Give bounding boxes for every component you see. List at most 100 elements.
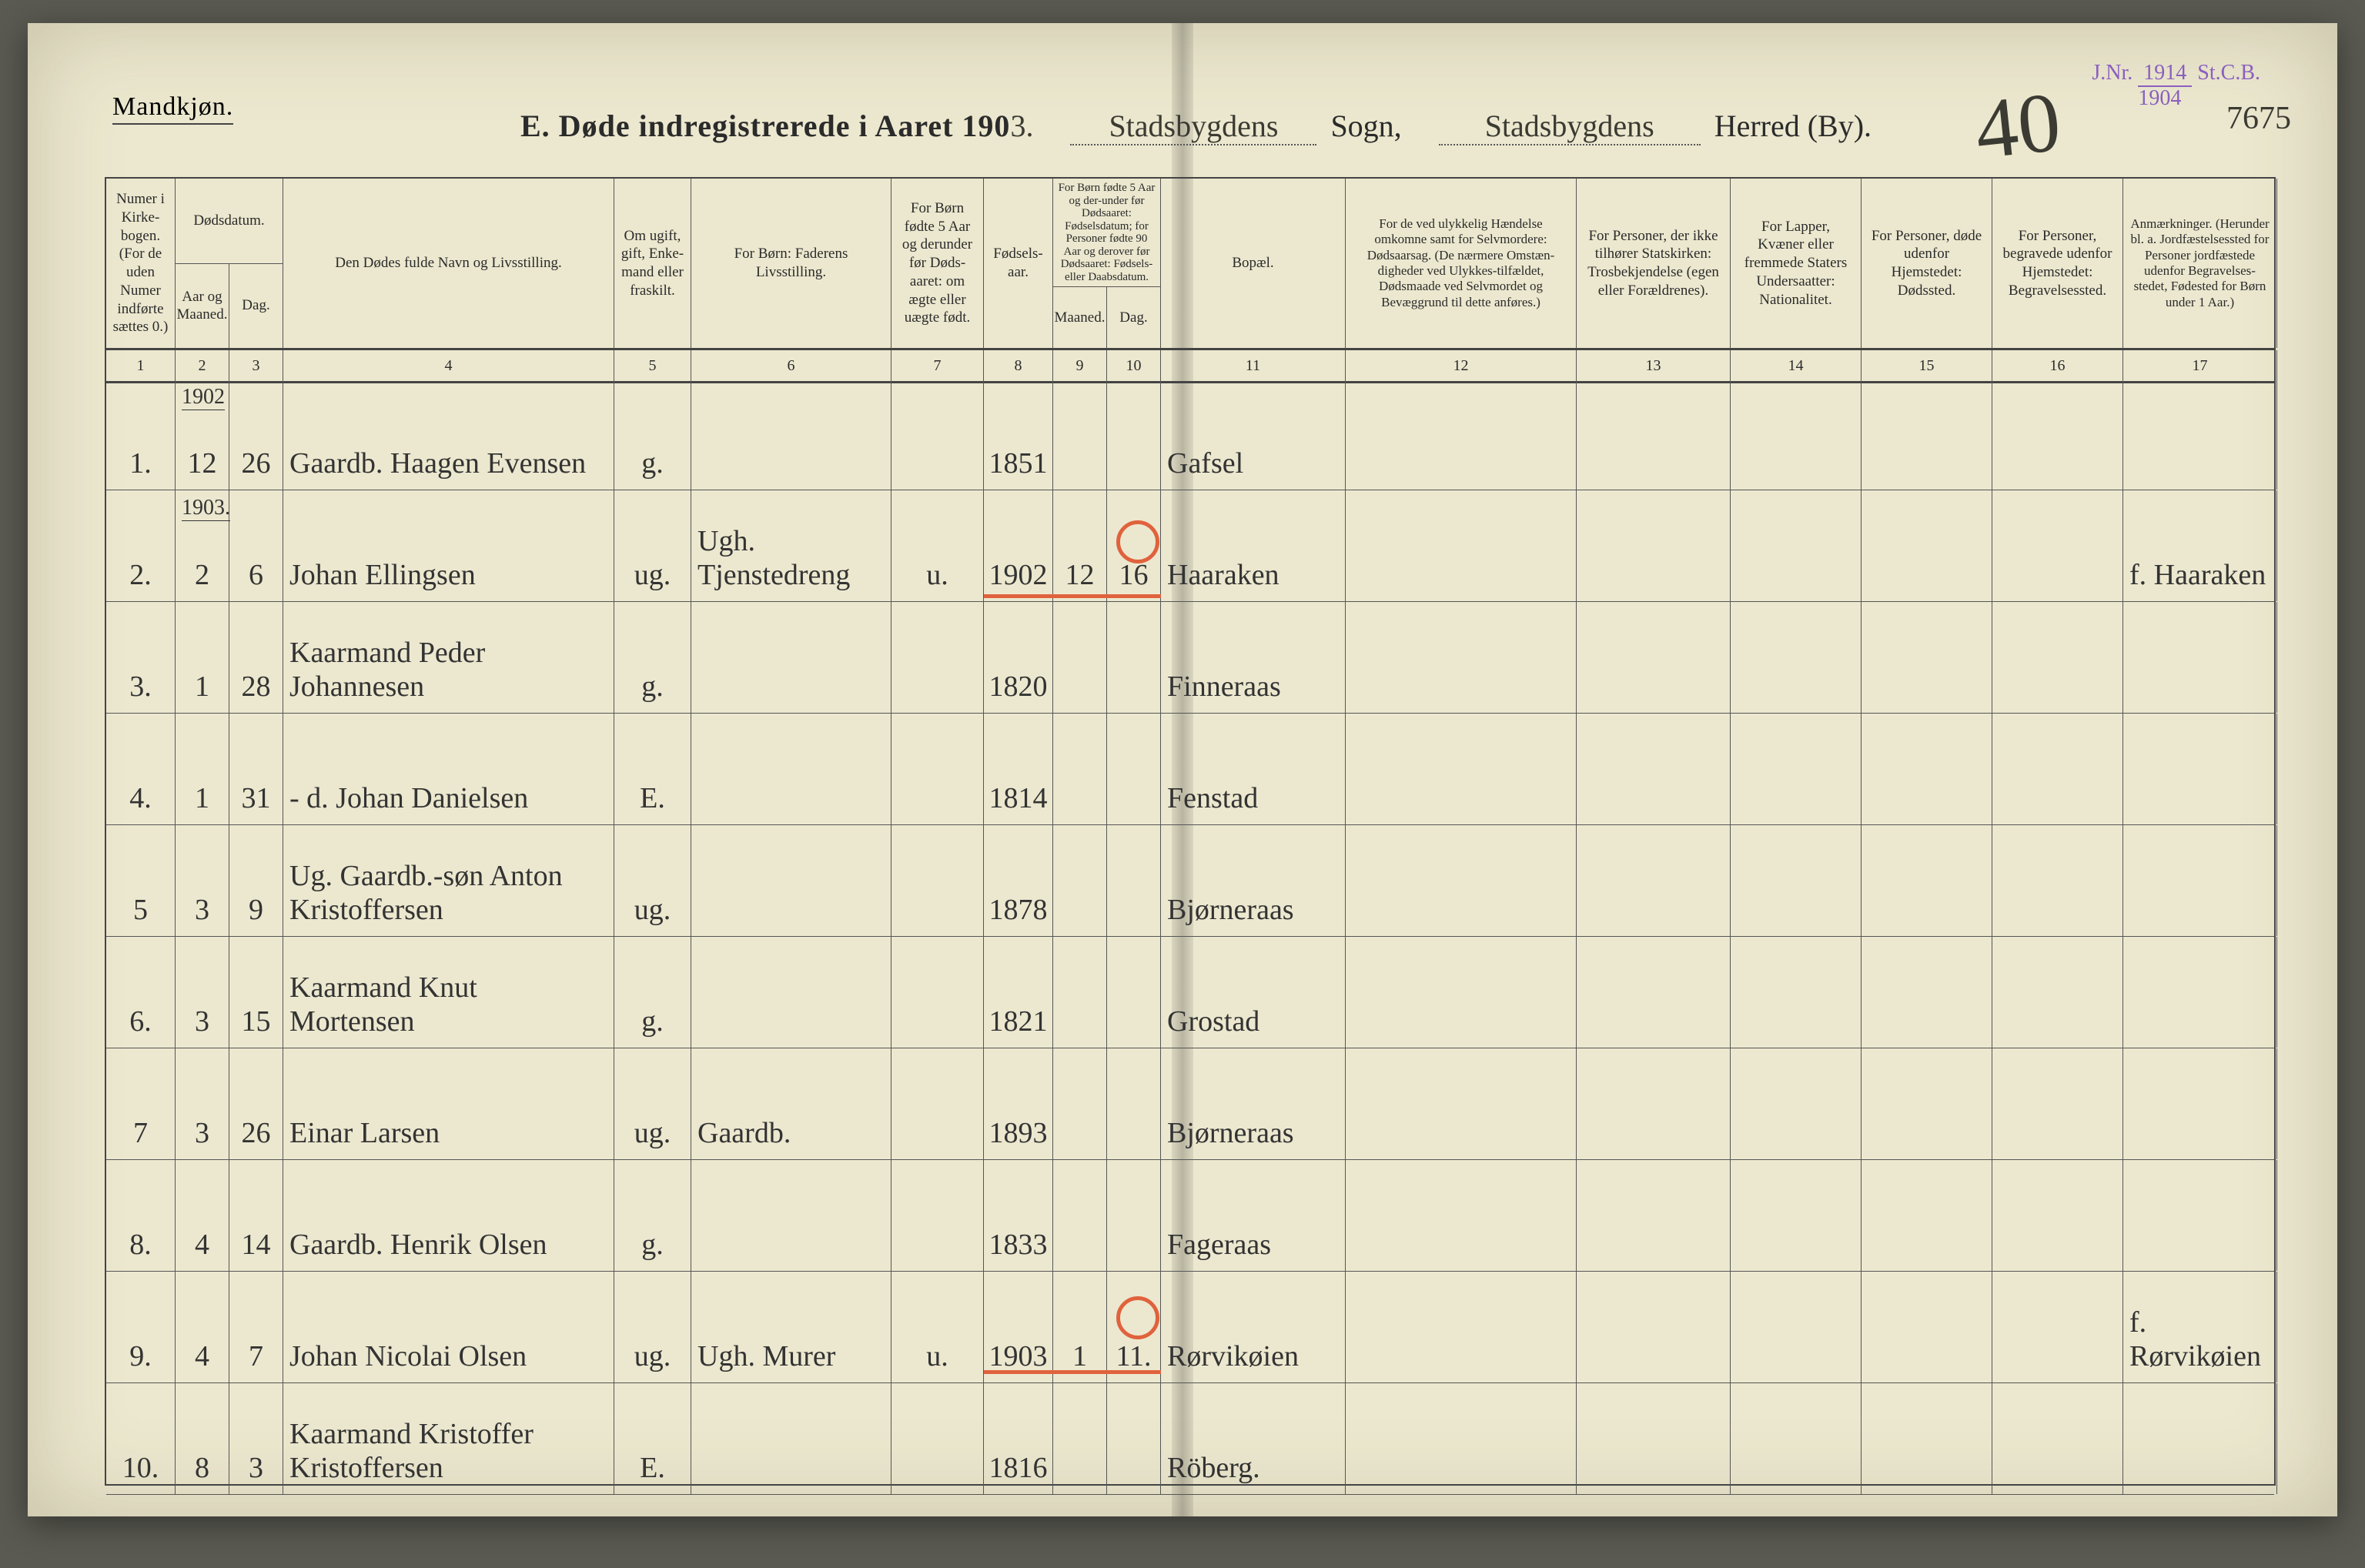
table-row: 3.128Kaarmand Peder Johanneseng.1820Finn… <box>106 602 2274 714</box>
cell-leg <box>891 714 984 824</box>
cell-bd <box>1107 602 1161 713</box>
cell-c16 <box>1992 602 2123 713</box>
cell-m: 8 <box>176 1383 229 1494</box>
cell-bd <box>1107 714 1161 824</box>
cell-m: 3 <box>176 937 229 1048</box>
cell-bm <box>1053 825 1107 936</box>
cell-father <box>691 825 891 936</box>
table-row: 10.83Kaarmand Kristoffer KristoffersenE.… <box>106 1383 2274 1495</box>
cell-c12 <box>1346 1048 1577 1159</box>
cell-father: Ugh. Tjenstedreng <box>691 490 891 601</box>
col-header-13: For Personer, der ikke tilhører Statskir… <box>1577 179 1731 348</box>
sogn-label: Sogn, <box>1330 109 1401 143</box>
cell-place: Bjørneraas <box>1161 1048 1346 1159</box>
cell-byear: 1814 <box>984 714 1053 824</box>
cell-name: Kaarmand Knut Mortensen <box>283 937 614 1048</box>
col-number: 6 <box>691 350 891 381</box>
cell-c15 <box>1862 1272 1992 1382</box>
col-header-7: For Børn fødte 5 Aar og derunder før Død… <box>891 179 984 348</box>
cell-c13 <box>1577 825 1731 936</box>
cell-c16 <box>1992 1048 2123 1159</box>
cell-m: 4 <box>176 1272 229 1382</box>
cell-stat: ug. <box>614 490 691 601</box>
col-number: 17 <box>2123 350 2277 381</box>
cell-bm <box>1053 714 1107 824</box>
cell-byear: 1833 <box>984 1160 1053 1271</box>
cell-c12 <box>1346 1383 1577 1494</box>
table-body: 1.1226Gaardb. Haagen Evenseng.1851Gafsel… <box>106 379 2274 1484</box>
cell-father <box>691 1383 891 1494</box>
col-header-9-10: For Børn fødte 5 Aar og der-under før Dø… <box>1053 179 1161 348</box>
cell-c15 <box>1862 1160 1992 1271</box>
cell-c12 <box>1346 714 1577 824</box>
cell-stat: E. <box>614 1383 691 1494</box>
cell-c16 <box>1992 1383 2123 1494</box>
cell-father: Ugh. Murer <box>691 1272 891 1382</box>
cell-bd <box>1107 1160 1161 1271</box>
cell-leg <box>891 379 984 490</box>
cell-d: 15 <box>229 937 283 1048</box>
cell-father <box>691 937 891 1048</box>
col-number: 16 <box>1992 350 2123 381</box>
cell-c14 <box>1731 602 1862 713</box>
cell-m: 1 <box>176 602 229 713</box>
cell-n: 4. <box>106 714 176 824</box>
col-header-12: For de ved ulykkelig Hændelse omkomne sa… <box>1346 179 1577 348</box>
col-header-11: Bopæl. <box>1161 179 1346 348</box>
cell-place: Gafsel <box>1161 379 1346 490</box>
gender-label: Mandkjøn. <box>112 92 233 125</box>
table-row: 7326Einar Larsenug.Gaardb.1893Bjørneraas <box>106 1048 2274 1160</box>
cell-c16 <box>1992 1160 2123 1271</box>
title-prefix: E. Døde indregistrerede i Aaret 190 <box>520 109 1010 143</box>
col-number: 12 <box>1346 350 1577 381</box>
pencil-number: 7675 <box>2226 100 2291 137</box>
col-header-2-3: Dødsdatum.Aar og Maaned.Dag. <box>176 179 283 348</box>
cell-place: Haaraken <box>1161 490 1346 601</box>
register-table: Numer i Kirke-bogen. (For de uden Numer … <box>105 177 2276 1486</box>
cell-c12 <box>1346 379 1577 490</box>
cell-bd <box>1107 937 1161 1048</box>
cell-m: 3 <box>176 825 229 936</box>
cell-c13 <box>1577 1383 1731 1494</box>
col-number: 5 <box>614 350 691 381</box>
cell-place: Fenstad <box>1161 714 1346 824</box>
cell-c17 <box>2123 1160 2277 1271</box>
col-number: 1 <box>106 350 176 381</box>
cell-stat: E. <box>614 714 691 824</box>
col-header-14: For Lapper, Kvæner eller fremmede Stater… <box>1731 179 1862 348</box>
cell-name: Kaarmand Peder Johannesen <box>283 602 614 713</box>
cell-place: Röberg. <box>1161 1383 1346 1494</box>
cell-leg <box>891 602 984 713</box>
cell-father <box>691 1160 891 1271</box>
cell-c14 <box>1731 1272 1862 1382</box>
cell-m: 1 <box>176 714 229 824</box>
cell-c14 <box>1731 937 1862 1048</box>
cell-c14 <box>1731 379 1862 490</box>
cell-bm: 12 <box>1053 490 1107 601</box>
cell-c14 <box>1731 1160 1862 1271</box>
cell-c17 <box>2123 602 2277 713</box>
cell-stat: ug. <box>614 1272 691 1382</box>
cell-n: 6. <box>106 937 176 1048</box>
cell-c16 <box>1992 937 2123 1048</box>
col-header-5: Om ugift, gift, Enke-mand eller fraskilt… <box>614 179 691 348</box>
cell-name: Gaardb. Haagen Evensen <box>283 379 614 490</box>
cell-c14 <box>1731 1048 1862 1159</box>
stamp-jnr: J.Nr. <box>2092 61 2133 85</box>
cell-c17 <box>2123 379 2277 490</box>
cell-bm <box>1053 379 1107 490</box>
cell-place: Rørvikøien <box>1161 1272 1346 1382</box>
col-header-1: Numer i Kirke-bogen. (For de uden Numer … <box>106 179 176 348</box>
stamp-right: St.C.B. <box>2197 61 2260 85</box>
cell-c16 <box>1992 379 2123 490</box>
herred-label: Herred (By). <box>1714 109 1872 143</box>
cell-byear: 1878 <box>984 825 1053 936</box>
cell-c14 <box>1731 825 1862 936</box>
cell-m: 4 <box>176 1160 229 1271</box>
cell-byear: 1851 <box>984 379 1053 490</box>
col-number: 11 <box>1161 350 1346 381</box>
cell-place: Finneraas <box>1161 602 1346 713</box>
table-header-row: Numer i Kirke-bogen. (For de uden Numer … <box>106 179 2274 350</box>
col-number: 10 <box>1107 350 1161 381</box>
cell-leg <box>891 1048 984 1159</box>
